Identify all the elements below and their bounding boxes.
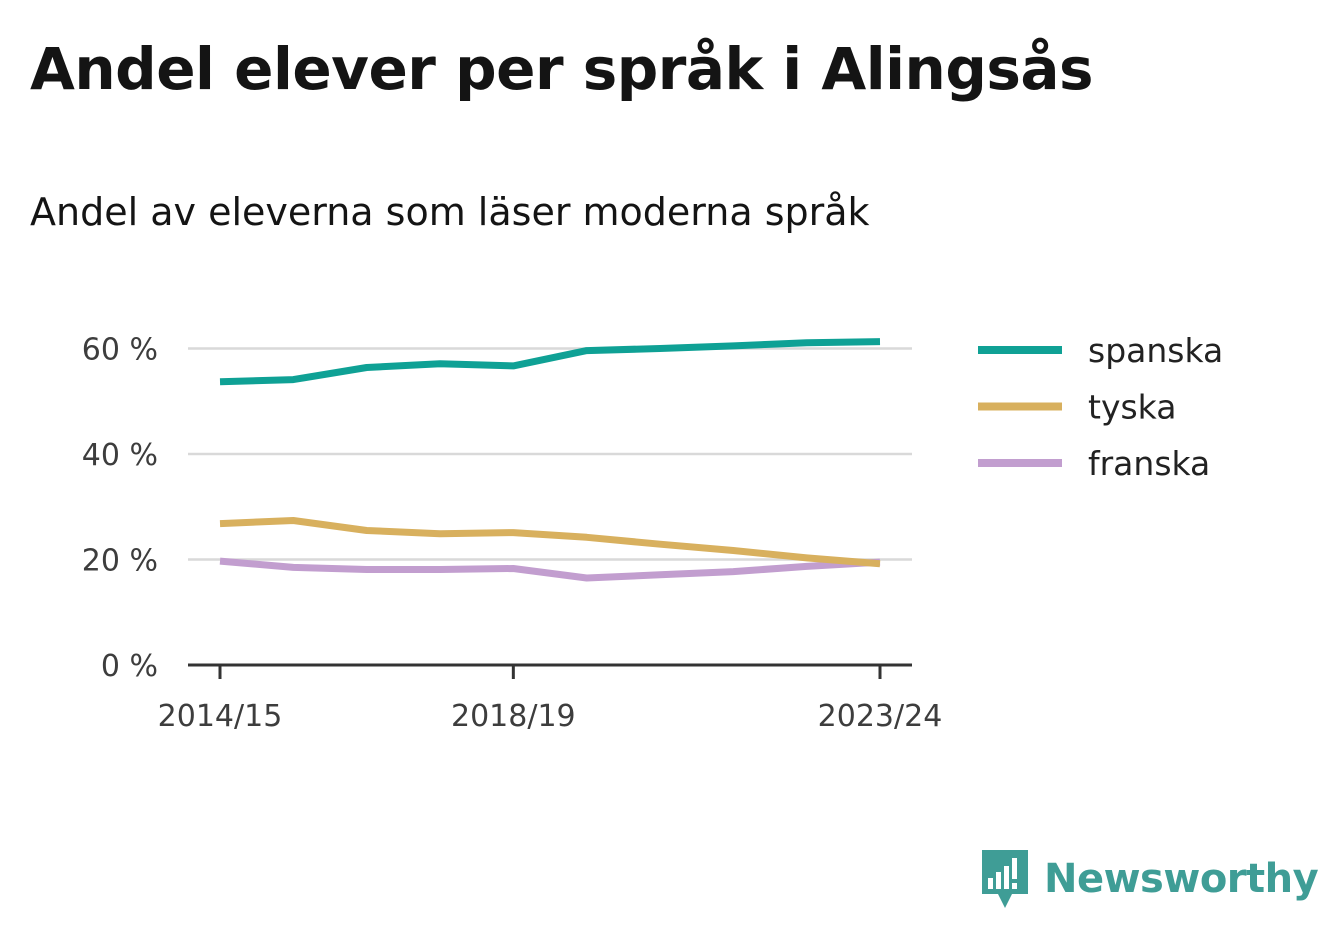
y-tick-label: 20 % xyxy=(82,544,158,579)
y-tick-labels: 0 % 20 % 40 % 60 % xyxy=(82,333,158,685)
legend-label-tyska: tyska xyxy=(1088,388,1176,427)
y-tick-label: 60 % xyxy=(82,333,158,368)
x-tick-labels: 2014/15 2018/19 2023/24 xyxy=(158,699,943,734)
legend-label-spanska: spanska xyxy=(1088,331,1223,370)
series-line-tyska xyxy=(219,517,881,568)
chart-title: Andel elever per språk i Alingsås xyxy=(30,35,1094,103)
x-tick-label: 2023/24 xyxy=(818,699,943,734)
y-tick-label: 0 % xyxy=(101,649,158,684)
legend: spanska tyska franska xyxy=(978,331,1223,483)
series-lines xyxy=(219,338,881,582)
bar-chart-speech-bubble-icon xyxy=(982,850,1028,908)
series-line-spanska xyxy=(219,338,881,386)
x-axis xyxy=(188,663,912,679)
x-tick-label: 2014/15 xyxy=(158,699,283,734)
legend-label-franska: franska xyxy=(1088,444,1210,483)
series-line-franska xyxy=(219,557,881,582)
brand-name: Newsworthy xyxy=(1044,856,1319,902)
line-chart: 0 % 20 % 40 % 60 % 2014/15 2018/19 2023/24 sp… xyxy=(82,331,1223,734)
newsworthy-brand: Newsworthy xyxy=(980,848,1319,910)
chart-subtitle: Andel av eleverna som läser moderna språ… xyxy=(30,190,870,234)
y-tick-label: 40 % xyxy=(82,438,158,473)
x-tick-label: 2018/19 xyxy=(451,699,576,734)
